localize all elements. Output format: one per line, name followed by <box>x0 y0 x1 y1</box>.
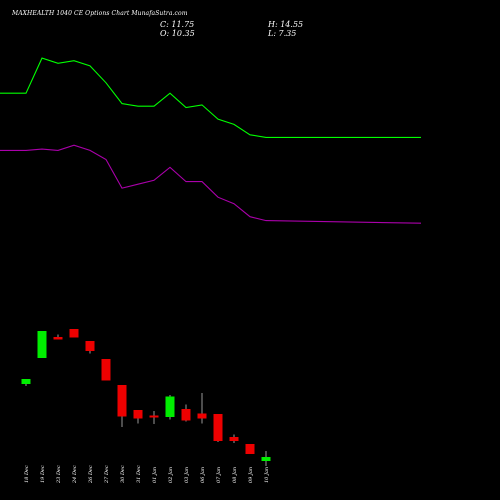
chart-title: MAXHEALTH 1040 CE Options Chart MunafaSu… <box>12 10 188 17</box>
x-tick-label: 26 Dec <box>88 465 94 484</box>
candle-body <box>117 385 127 417</box>
x-axis-ticks: 18 Dec 19 Dec 23 Dec 24 Dec 26 Dec 27 Dec 30 D… <box>24 465 270 484</box>
x-tick-label: 03 Jan <box>184 467 190 483</box>
x-tick-label: 19 Dec <box>40 465 46 483</box>
open-value: O: 10.35 <box>160 29 195 38</box>
candle-body <box>229 437 239 441</box>
x-tick-label: 07 Jan <box>216 467 222 483</box>
candles-layer <box>21 329 271 466</box>
x-tick-label: 27 Dec <box>104 465 110 484</box>
x-tick-label: 01 Jan <box>152 467 158 483</box>
candle-body <box>165 396 175 417</box>
x-tick-label: 10 Jan <box>264 467 270 483</box>
high-value: H: 14.55 <box>268 20 304 29</box>
upper-band-line <box>0 57 421 138</box>
x-tick-label: 08 Jan <box>232 467 238 483</box>
candle-body <box>53 337 63 340</box>
x-tick-label: 23 Dec <box>56 465 62 484</box>
x-tick-label: 06 Jan <box>200 467 206 483</box>
x-tick-label: 30 Dec <box>120 465 126 483</box>
candle-body <box>213 414 223 441</box>
x-tick-label: 24 Dec <box>72 465 78 484</box>
bands-layer <box>0 57 422 224</box>
candle-body <box>261 457 271 461</box>
candle-body <box>85 341 95 351</box>
candle-body <box>245 444 255 454</box>
candle-body <box>149 415 159 418</box>
candle-body <box>133 410 143 419</box>
x-tick-label: 09 Jan <box>248 467 254 483</box>
close-value: C: 11.75 <box>160 20 195 29</box>
candle-body <box>181 409 191 421</box>
x-tick-label: 31 Dec <box>136 465 142 483</box>
x-tick-label: 02 Jan <box>168 467 174 483</box>
x-tick-label: 18 Dec <box>24 465 30 483</box>
candle-body <box>101 359 111 381</box>
candle-body <box>197 413 207 419</box>
low-value: L: 7.35 <box>268 29 297 38</box>
candle-body <box>37 331 47 358</box>
lower-band-line <box>0 144 422 224</box>
candle-body <box>21 379 31 384</box>
candle-body <box>69 329 79 338</box>
